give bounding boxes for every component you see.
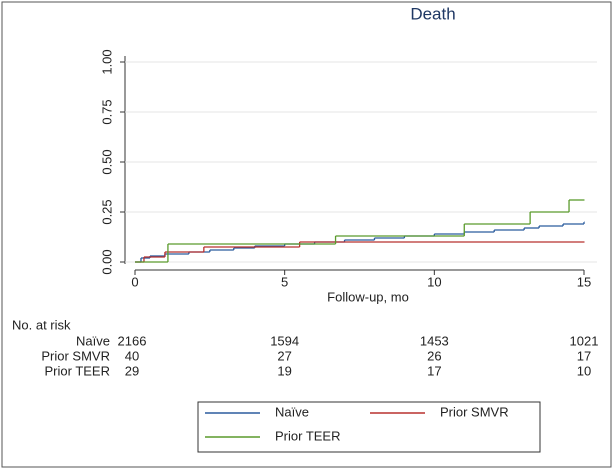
- legend-label: Naïve: [275, 404, 309, 419]
- chart-title: Death: [410, 4, 455, 23]
- risk-table-label: No. at risk: [12, 317, 71, 332]
- legend-label: Prior TEER: [275, 428, 341, 443]
- y-tick-label: 0.75: [99, 99, 114, 124]
- x-axis-label: Follow-up, mo: [327, 289, 409, 304]
- y-tick-label: 0.25: [99, 199, 114, 224]
- legend-label: Prior SMVR: [440, 404, 509, 419]
- risk-count: 17: [427, 363, 441, 378]
- risk-count: 17: [577, 348, 591, 363]
- risk-count: 2166: [118, 333, 147, 348]
- risk-row-name: Prior TEER: [45, 363, 111, 378]
- risk-row-name: Prior SMVR: [41, 348, 110, 363]
- y-tick-label: 1.00: [99, 49, 114, 74]
- risk-row-name: Naïve: [76, 333, 110, 348]
- risk-count: 1594: [270, 333, 299, 348]
- risk-count: 29: [125, 363, 139, 378]
- legend-box: [197, 401, 541, 453]
- risk-count: 27: [277, 348, 291, 363]
- risk-count: 1453: [420, 333, 449, 348]
- risk-count: 40: [125, 348, 139, 363]
- x-tick-label: 10: [427, 274, 441, 289]
- y-tick-label: 0.50: [99, 149, 114, 174]
- x-tick-label: 15: [577, 274, 591, 289]
- risk-count: 1021: [570, 333, 599, 348]
- risk-count: 10: [577, 363, 591, 378]
- risk-count: 26: [427, 348, 441, 363]
- risk-count: 19: [277, 363, 291, 378]
- y-tick-label: 0.00: [99, 249, 114, 274]
- x-tick-label: 5: [281, 274, 288, 289]
- x-tick-label: 0: [131, 274, 138, 289]
